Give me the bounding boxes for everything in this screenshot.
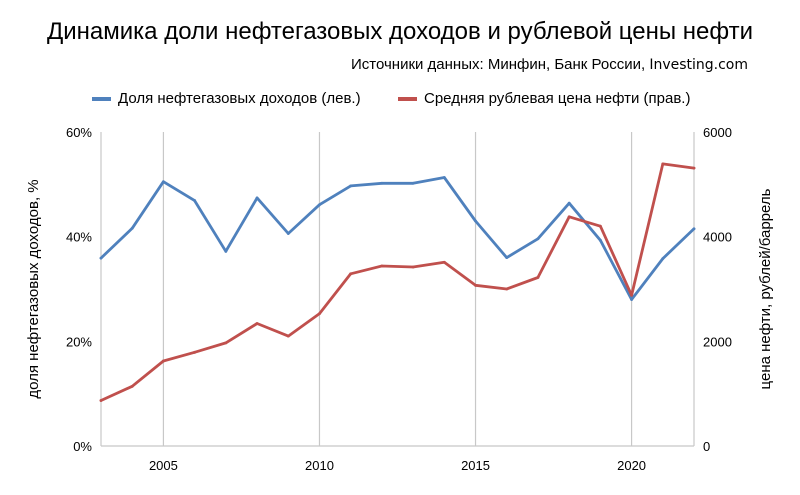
x-tick-label: 2015 bbox=[461, 458, 490, 473]
point-oil-gas-share-2006 bbox=[193, 199, 197, 202]
point-oil-price-2004 bbox=[130, 384, 134, 388]
point-oil-price-2006 bbox=[193, 350, 197, 354]
point-oil-price-2005 bbox=[162, 359, 165, 363]
point-oil-price-2021 bbox=[661, 162, 665, 166]
y-left-tick-label: 0% bbox=[73, 439, 92, 454]
point-oil-gas-share-2015 bbox=[474, 219, 477, 223]
point-oil-gas-share-2008 bbox=[255, 196, 259, 200]
series-line-oil-gas-share bbox=[99, 176, 696, 301]
point-oil-price-2022 bbox=[692, 166, 696, 170]
point-oil-gas-share-2020 bbox=[630, 298, 633, 301]
point-oil-gas-share-2010 bbox=[318, 203, 321, 207]
point-oil-price-2017 bbox=[536, 276, 540, 279]
point-oil-price-2003 bbox=[99, 399, 103, 402]
point-oil-price-2019 bbox=[598, 224, 602, 228]
point-oil-gas-share-2021 bbox=[661, 257, 665, 261]
point-oil-price-2018 bbox=[567, 215, 571, 219]
y-right-axis-title: цена нефти, рублей/баррель bbox=[757, 188, 774, 389]
legend-swatch-red bbox=[398, 96, 417, 101]
point-oil-gas-share-2014 bbox=[442, 176, 446, 179]
point-oil-gas-share-2019 bbox=[598, 238, 602, 242]
point-oil-price-2007 bbox=[224, 341, 228, 345]
point-oil-gas-share-2005 bbox=[162, 180, 165, 184]
point-oil-price-2011 bbox=[349, 272, 353, 276]
point-oil-price-2015 bbox=[474, 283, 477, 287]
point-oil-gas-share-2017 bbox=[536, 237, 540, 241]
legend-label-oil-price: Средняя рублевая цена нефти (прав.) bbox=[424, 90, 691, 107]
y-left-axis-title: доля нефтегазовых доходов, % bbox=[25, 179, 42, 398]
point-oil-gas-share-2018 bbox=[567, 201, 571, 205]
point-oil-price-2013 bbox=[411, 265, 415, 269]
point-oil-price-2016 bbox=[505, 287, 509, 291]
point-oil-gas-share-2009 bbox=[286, 232, 290, 235]
chart-title: Динамика доли нефтегазовых доходов и руб… bbox=[46, 18, 754, 45]
y-right-tick-label: 6000 bbox=[703, 125, 732, 140]
point-oil-gas-share-2013 bbox=[411, 181, 415, 185]
y-right-tick-label: 2000 bbox=[703, 334, 732, 349]
point-oil-gas-share-2022 bbox=[692, 227, 696, 231]
x-tick-label: 2010 bbox=[305, 458, 334, 473]
x-tick-label: 2020 bbox=[617, 458, 646, 473]
subtitle-sources: Источники данных: Минфин, Банк России, bbox=[350, 56, 650, 73]
point-oil-gas-share-2004 bbox=[130, 226, 134, 230]
point-oil-gas-share-2012 bbox=[380, 181, 384, 185]
series-line-oil-price bbox=[99, 162, 696, 402]
point-oil-price-2010 bbox=[318, 312, 321, 315]
y-left-tick-label: 20% bbox=[66, 334, 92, 349]
point-oil-price-2009 bbox=[286, 334, 290, 338]
point-oil-price-2012 bbox=[380, 264, 384, 268]
y-left-tick-label: 40% bbox=[66, 230, 92, 245]
point-oil-gas-share-2016 bbox=[505, 256, 509, 259]
point-oil-price-2014 bbox=[442, 260, 446, 264]
point-oil-gas-share-2007 bbox=[224, 249, 228, 253]
y-right-tick-label: 0 bbox=[703, 439, 710, 454]
legend: Доля нефтегазовых доходов (лев.) Средняя… bbox=[0, 90, 800, 110]
y-left-tick-label: 60% bbox=[66, 125, 92, 140]
legend-swatch-blue bbox=[92, 96, 111, 101]
point-oil-price-2020 bbox=[630, 293, 633, 297]
legend-label-oil-gas-share: Доля нефтегазовых доходов (лев.) bbox=[118, 90, 361, 107]
chart-subtitle: Источники данных: Минфин, Банк России, I… bbox=[351, 56, 748, 73]
point-oil-gas-share-2003 bbox=[99, 256, 103, 260]
point-oil-price-2008 bbox=[255, 322, 259, 325]
legend-item-oil-price: Средняя рублевая цена нефти (прав.) bbox=[398, 90, 690, 107]
y-right-tick-label: 4000 bbox=[703, 230, 732, 245]
subtitle-source-investing: Investing.com bbox=[649, 57, 748, 73]
x-tick-label: 2005 bbox=[149, 458, 178, 473]
point-oil-gas-share-2011 bbox=[349, 184, 353, 188]
legend-item-oil-gas-share: Доля нефтегазовых доходов (лев.) bbox=[92, 90, 361, 107]
